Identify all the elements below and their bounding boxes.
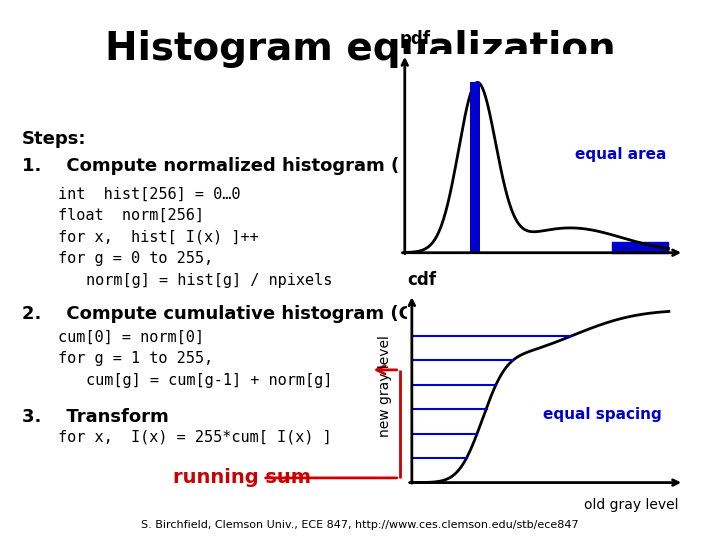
Text: equal spacing: equal spacing xyxy=(543,407,662,422)
Text: int  hist[256] = 0…0: int hist[256] = 0…0 xyxy=(58,186,240,201)
Text: S. Birchfield, Clemson Univ., ECE 847, http://www.ces.clemson.edu/stb/ece847: S. Birchfield, Clemson Univ., ECE 847, h… xyxy=(141,520,579,530)
Text: for g = 1 to 255,: for g = 1 to 255, xyxy=(58,351,212,366)
Text: Steps:: Steps: xyxy=(22,130,86,147)
Text: cum[g] = cum[g-1] + norm[g]: cum[g] = cum[g-1] + norm[g] xyxy=(86,373,333,388)
Text: float  norm[256]: float norm[256] xyxy=(58,208,204,223)
Text: cdf: cdf xyxy=(407,271,436,289)
Text: old gray level: old gray level xyxy=(585,498,679,512)
Text: 1.    Compute normalized histogram (PDF): 1. Compute normalized histogram (PDF) xyxy=(22,157,447,174)
Text: norm[g] = hist[g] / npixels: norm[g] = hist[g] / npixels xyxy=(86,273,333,288)
Text: cum[0] = norm[0]: cum[0] = norm[0] xyxy=(58,329,204,345)
Text: for x,  I(x) = 255*cum[ I(x) ]: for x, I(x) = 255*cum[ I(x) ] xyxy=(58,429,331,444)
Text: Histogram equalization: Histogram equalization xyxy=(104,30,616,68)
Bar xyxy=(470,83,480,253)
Text: 2.    Compute cumulative histogram (CDF): 2. Compute cumulative histogram (CDF) xyxy=(22,305,447,323)
Text: equal area: equal area xyxy=(575,147,667,162)
Text: pdf: pdf xyxy=(400,30,431,48)
Text: running sum: running sum xyxy=(173,468,311,488)
Text: new gray level: new gray level xyxy=(378,335,392,437)
Text: for x,  hist[ I(x) ]++: for x, hist[ I(x) ]++ xyxy=(58,230,258,245)
Text: for g = 0 to 255,: for g = 0 to 255, xyxy=(58,251,212,266)
Text: 3.    Transform: 3. Transform xyxy=(22,408,168,426)
